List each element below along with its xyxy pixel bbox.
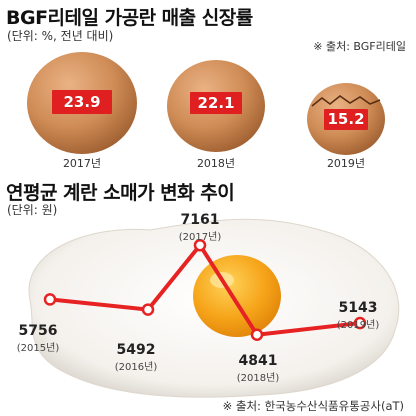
chart1-title: BGF리테일 가공란 매출 신장률 (6, 7, 253, 29)
egg-yolk (193, 255, 281, 337)
chart1-source: ※ 출처: BGF리테일 (313, 40, 406, 53)
price-point-2019 (353, 316, 367, 330)
price-year-2019: (2019년) (336, 320, 380, 331)
price-point-2018 (250, 328, 264, 341)
price-point-2015 (43, 293, 57, 306)
chart2-title: 연평균 계란 소매가 변화 추이 (6, 182, 235, 204)
price-value-2016: 5492 (116, 342, 156, 358)
egg-value-2018: 22.1 (197, 94, 235, 112)
chart2-unit: (단위: 원) (7, 203, 58, 217)
price-value-2018: 4841 (238, 353, 278, 369)
egg-value-2019: 15.2 (327, 110, 365, 128)
egg-year-2017: 2017년 (62, 157, 102, 170)
egg-crack (311, 95, 381, 107)
chart2-source: ※ 출처: 한국농수산식품유통공사(aT) (222, 399, 404, 413)
price-value-2019: 5143 (338, 300, 378, 316)
egg-label-bar-2018 (190, 92, 242, 114)
egg-chart (27, 52, 385, 155)
price-year-2015: (2015년) (16, 343, 60, 354)
price-value-2017: 7161 (180, 212, 220, 228)
egg-year-2018: 2018년 (196, 157, 236, 170)
egg-year-2019: 2019년 (326, 157, 366, 170)
price-year-2018: (2018년) (236, 373, 280, 384)
price-point-2017 (193, 238, 207, 252)
price-point-2016 (141, 303, 155, 316)
egg-value-2017: 23.9 (63, 93, 101, 111)
price-value-2015: 5756 (18, 323, 58, 339)
price-year-2016: (2016년) (114, 362, 158, 373)
egg-label-bar-2017 (52, 90, 112, 114)
chart1-unit: (단위: %, 전년 대비) (7, 29, 114, 43)
price-year-2017: (2017년) (178, 232, 222, 243)
egg-label-bar-2019 (324, 109, 368, 130)
